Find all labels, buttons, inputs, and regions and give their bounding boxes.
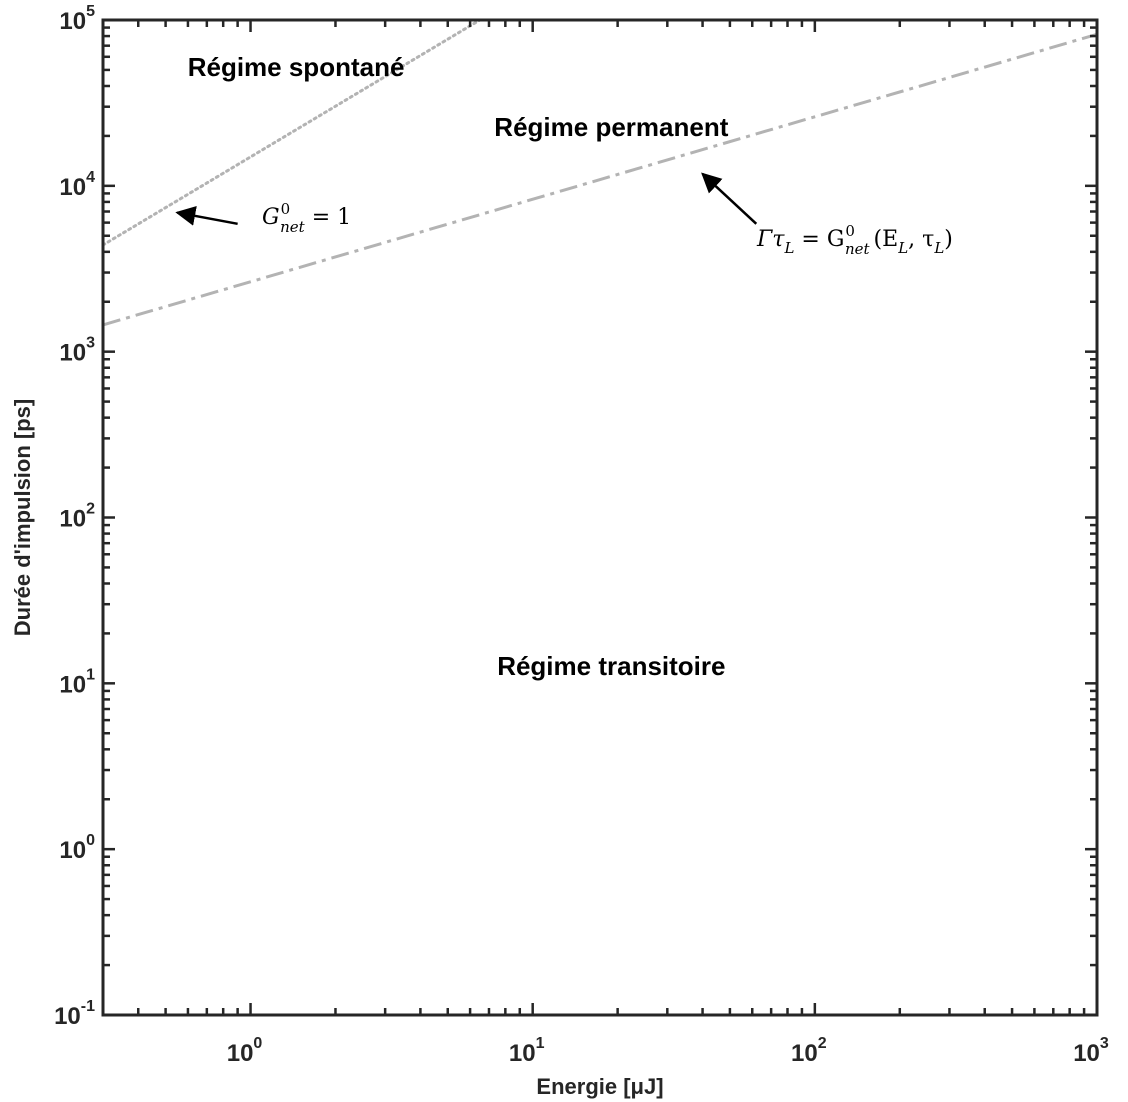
series-line-dotted (103, 20, 482, 247)
y-tick-label: 105 (59, 3, 95, 35)
y-tick-label: 101 (59, 666, 95, 698)
major-ticks (103, 18, 1099, 1017)
y-axis-label: Durée d'impulsion [ps] (10, 399, 35, 636)
y-tick-label: 100 (59, 832, 95, 864)
y-tick-labels: 10-1 100 101 102 103 104 105 (54, 3, 95, 1030)
annotation-arrow (701, 172, 758, 225)
y-tick-label: 104 (59, 169, 95, 201)
arrow-layer (175, 172, 758, 226)
x-tick-label: 101 (509, 1035, 545, 1067)
annotation-arrow (175, 206, 238, 226)
y-tick-label: 103 (59, 335, 95, 367)
equation-gnet: G0 net = 1 (262, 200, 351, 236)
y-tick-label: 10-1 (54, 998, 95, 1030)
region-label-permanent: Régime permanent (494, 112, 728, 142)
series-layer (103, 20, 1097, 327)
region-label-spontane: Régime spontané (188, 52, 405, 82)
x-tick-labels: 100 101 102 103 (227, 1035, 1109, 1067)
equation-gamma: ΓτL = G0 net (EL, τL) (756, 222, 953, 258)
annotation-layer: Régime spontané Régime permanent Régime tr… (188, 52, 729, 681)
plot-frame (101, 18, 1099, 1017)
x-tick-label: 100 (227, 1035, 263, 1067)
y-tick-label: 102 (59, 501, 95, 533)
minor-ticks (101, 20, 1097, 1015)
x-tick-label: 102 (791, 1035, 827, 1067)
series-line-dash-dot (103, 32, 1097, 327)
region-label-transitoire: Régime transitoire (497, 651, 725, 681)
x-tick-label: 103 (1073, 1035, 1109, 1067)
x-axis-label: Energie [μJ] (536, 1074, 663, 1099)
